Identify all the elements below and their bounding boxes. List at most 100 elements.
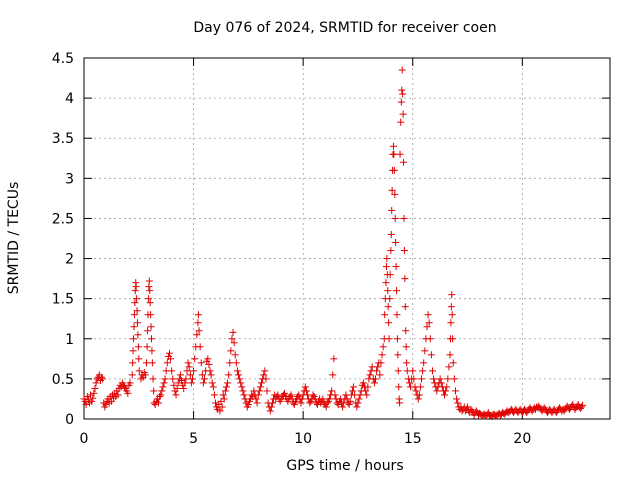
- data-point: [394, 351, 402, 359]
- data-point: [454, 399, 462, 407]
- data-point: [373, 367, 381, 375]
- data-point: [219, 391, 227, 399]
- data-point: [212, 399, 219, 407]
- data-point: [578, 403, 586, 411]
- data-point: [306, 399, 314, 407]
- data-point: [172, 391, 180, 399]
- data-point: [328, 387, 336, 395]
- data-point: [393, 335, 401, 343]
- data-point: [99, 375, 107, 383]
- data-point: [194, 319, 202, 327]
- data-point: [226, 359, 234, 367]
- data-point: [181, 379, 189, 387]
- data-point: [425, 319, 433, 327]
- data-point: [297, 399, 305, 407]
- data-point: [133, 307, 141, 315]
- data-point: [240, 391, 248, 399]
- data-point: [176, 371, 184, 379]
- data-point: [231, 351, 239, 359]
- data-point: [381, 311, 389, 319]
- data-point: [209, 383, 217, 391]
- data-point: [266, 407, 274, 415]
- data-point: [130, 323, 138, 331]
- data-point: [298, 395, 306, 403]
- data-point: [450, 375, 458, 383]
- data-point: [255, 387, 263, 395]
- y-tick-label: 3.5: [52, 131, 74, 147]
- data-point: [399, 90, 407, 98]
- y-tick-label: 4.5: [52, 51, 74, 67]
- data-point: [579, 401, 587, 409]
- data-point: [144, 327, 152, 335]
- data-point: [391, 214, 399, 222]
- data-point: [334, 401, 342, 409]
- data-point: [126, 379, 134, 387]
- data-point: [144, 295, 152, 303]
- data-point: [339, 403, 347, 411]
- data-point: [390, 166, 398, 174]
- data-point: [364, 383, 372, 391]
- y-tick-label: 2: [65, 252, 74, 268]
- data-point: [131, 299, 139, 307]
- data-point: [190, 367, 198, 375]
- data-point: [301, 383, 309, 391]
- data-point: [325, 395, 333, 403]
- data-point: [254, 391, 262, 399]
- data-point: [198, 371, 206, 379]
- data-point: [262, 375, 270, 383]
- data-point: [400, 247, 408, 255]
- data-point: [114, 391, 122, 399]
- data-point: [399, 110, 407, 118]
- data-point: [354, 399, 362, 407]
- data-point: [322, 403, 330, 411]
- y-tick-label: 1: [65, 332, 74, 348]
- data-point: [448, 291, 456, 299]
- data-point: [148, 359, 156, 367]
- data-point: [188, 375, 196, 383]
- data-point: [405, 379, 413, 387]
- data-point: [239, 387, 247, 395]
- data-point: [208, 379, 216, 387]
- data-point: [382, 263, 390, 271]
- data-point: [392, 239, 400, 247]
- data-point: [232, 359, 240, 367]
- data-point: [393, 311, 401, 319]
- data-point: [401, 303, 409, 311]
- data-point: [397, 98, 405, 106]
- data-point: [384, 303, 392, 311]
- data-point: [210, 391, 218, 399]
- data-point: [442, 387, 450, 395]
- data-point: [82, 401, 90, 409]
- data-point: [193, 331, 201, 339]
- data-point: [446, 351, 454, 359]
- data-point: [129, 347, 137, 355]
- data-point: [228, 335, 236, 343]
- data-point: [379, 343, 387, 351]
- data-point: [346, 397, 354, 405]
- data-point: [195, 327, 203, 335]
- data-point: [160, 379, 168, 387]
- data-point: [151, 401, 159, 409]
- data-point: [252, 395, 260, 403]
- data-point: [378, 351, 386, 359]
- data-point: [267, 403, 275, 411]
- data-point: [355, 395, 363, 403]
- data-point: [418, 375, 426, 383]
- data-point: [382, 279, 390, 287]
- data-point: [287, 391, 295, 399]
- data-point: [233, 367, 241, 375]
- data-point: [362, 387, 370, 395]
- data-point: [201, 375, 209, 383]
- data-point: [390, 150, 398, 158]
- data-point: [158, 387, 166, 395]
- data-point: [88, 397, 96, 405]
- data-point: [168, 367, 176, 375]
- data-point: [167, 355, 175, 363]
- data-point: [81, 397, 89, 405]
- data-point: [102, 401, 110, 409]
- data-point: [147, 311, 155, 319]
- x-axis-label: GPS time / hours: [286, 458, 403, 474]
- data-point: [222, 383, 230, 391]
- y-tick-label: 3: [65, 171, 74, 187]
- data-point: [402, 343, 410, 351]
